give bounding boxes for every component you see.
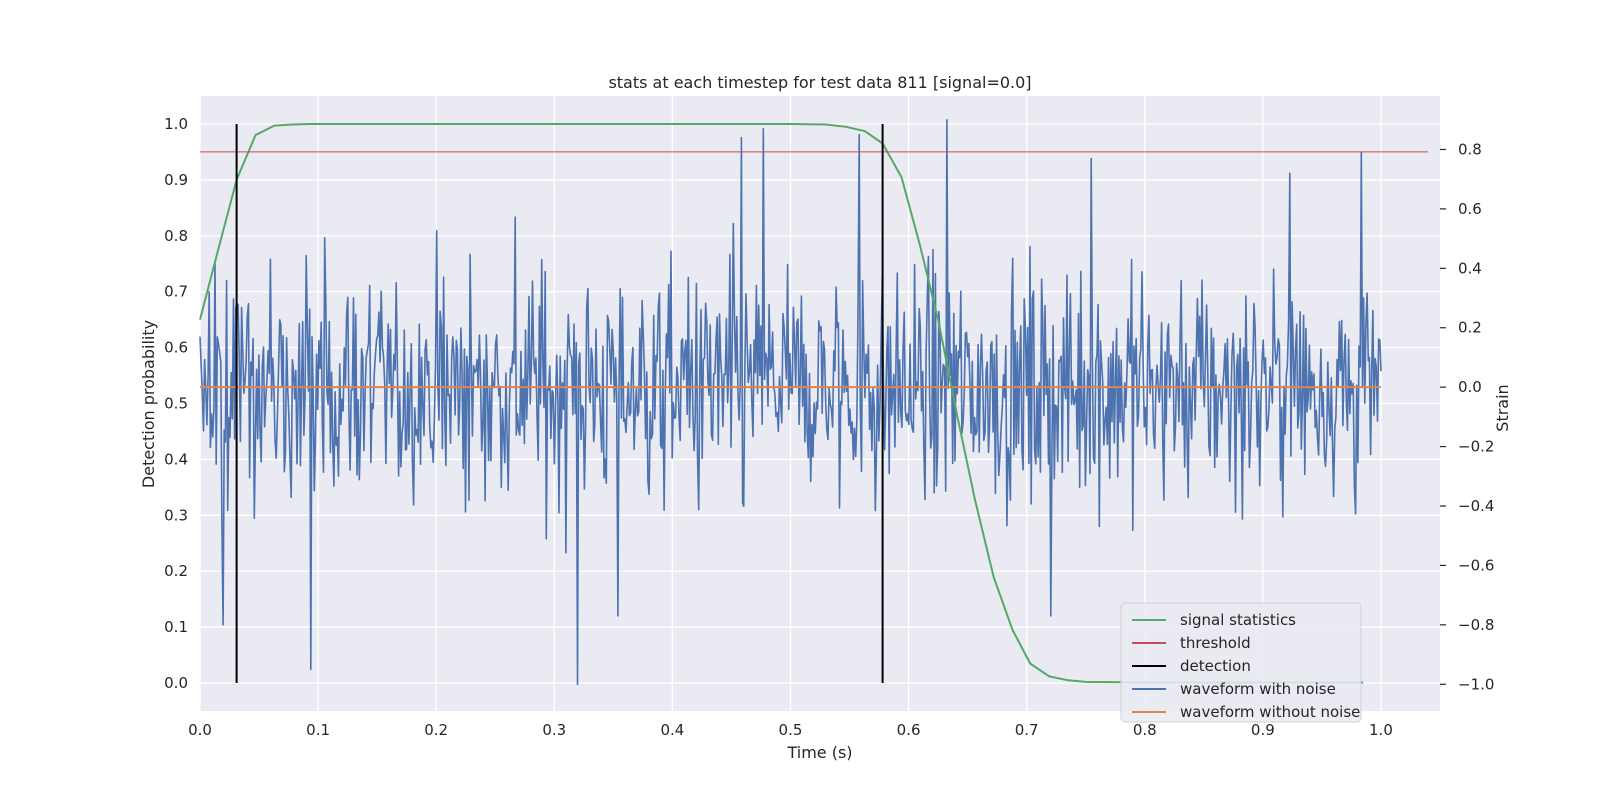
y-left-tick-label: 0.8 xyxy=(164,227,188,245)
y-right-tick-label: −1.0 xyxy=(1458,675,1494,693)
y-left-tick-label: 0.1 xyxy=(164,618,188,636)
x-tick-label: 0.0 xyxy=(188,721,212,739)
legend: signal statistics threshold detection wavef… xyxy=(1120,602,1362,723)
y-right-tick-label: 0.4 xyxy=(1458,259,1482,277)
x-tick-label: 0.4 xyxy=(660,721,684,739)
y-right-axis-ticks: −1.0 −0.8 −0.6 −0.4 −0.2 0.0 0.2 0.4 0.6 0.8 xyxy=(1440,140,1494,693)
legend-box xyxy=(1120,602,1362,723)
y-left-tick-label: 0.0 xyxy=(164,674,188,692)
y-left-axis-label: Detection probability xyxy=(139,320,158,488)
y-right-tick-label: −0.8 xyxy=(1458,616,1494,634)
series-waveform-with-noise xyxy=(199,119,1382,686)
x-tick-label: 1.0 xyxy=(1369,721,1393,739)
y-left-tick-label: 0.9 xyxy=(164,171,188,189)
y-right-axis-label: Strain xyxy=(1493,384,1512,431)
y-right-tick-label: 0.8 xyxy=(1458,140,1482,158)
series-layer xyxy=(199,119,1429,686)
y-left-tick-label: 1.0 xyxy=(164,115,188,133)
chart-title: stats at each timestep for test data 811… xyxy=(608,73,1031,92)
x-tick-label: 0.2 xyxy=(424,721,448,739)
legend-label: detection xyxy=(1180,657,1251,675)
legend-label: waveform without noise xyxy=(1180,703,1360,721)
x-tick-label: 0.3 xyxy=(542,721,566,739)
y-left-axis-ticks: 0.0 0.1 0.2 0.3 0.4 0.5 0.6 0.7 0.8 0.9 1.0 xyxy=(164,115,188,692)
y-right-tick-label: 0.2 xyxy=(1458,319,1482,337)
y-right-tick-label: 0.0 xyxy=(1458,378,1482,396)
y-left-tick-label: 0.5 xyxy=(164,395,188,413)
y-right-tick-label: −0.2 xyxy=(1458,438,1494,456)
x-axis-ticks: 0.0 0.1 0.2 0.3 0.4 0.5 0.6 0.7 0.8 0.9 1.0 xyxy=(188,721,1393,739)
x-tick-label: 0.9 xyxy=(1251,721,1275,739)
y-right-tick-label: −0.6 xyxy=(1458,556,1494,574)
legend-label: threshold xyxy=(1180,634,1251,652)
y-right-tick-label: −0.4 xyxy=(1458,497,1494,515)
y-left-tick-label: 0.6 xyxy=(164,339,188,357)
legend-label: signal statistics xyxy=(1180,611,1296,629)
y-right-tick-label: 0.6 xyxy=(1458,200,1482,218)
y-left-tick-label: 0.4 xyxy=(164,450,188,468)
y-left-tick-label: 0.7 xyxy=(164,283,188,301)
x-tick-label: 0.5 xyxy=(779,721,803,739)
x-tick-label: 0.7 xyxy=(1015,721,1039,739)
x-axis-label: Time (s) xyxy=(786,743,852,762)
y-left-tick-label: 0.2 xyxy=(164,562,188,580)
y-left-tick-label: 0.3 xyxy=(164,506,188,524)
x-tick-label: 0.1 xyxy=(306,721,330,739)
x-tick-label: 0.8 xyxy=(1133,721,1157,739)
x-tick-label: 0.6 xyxy=(897,721,921,739)
legend-label: waveform with noise xyxy=(1180,680,1336,698)
series-signal-statistics xyxy=(199,123,1364,684)
